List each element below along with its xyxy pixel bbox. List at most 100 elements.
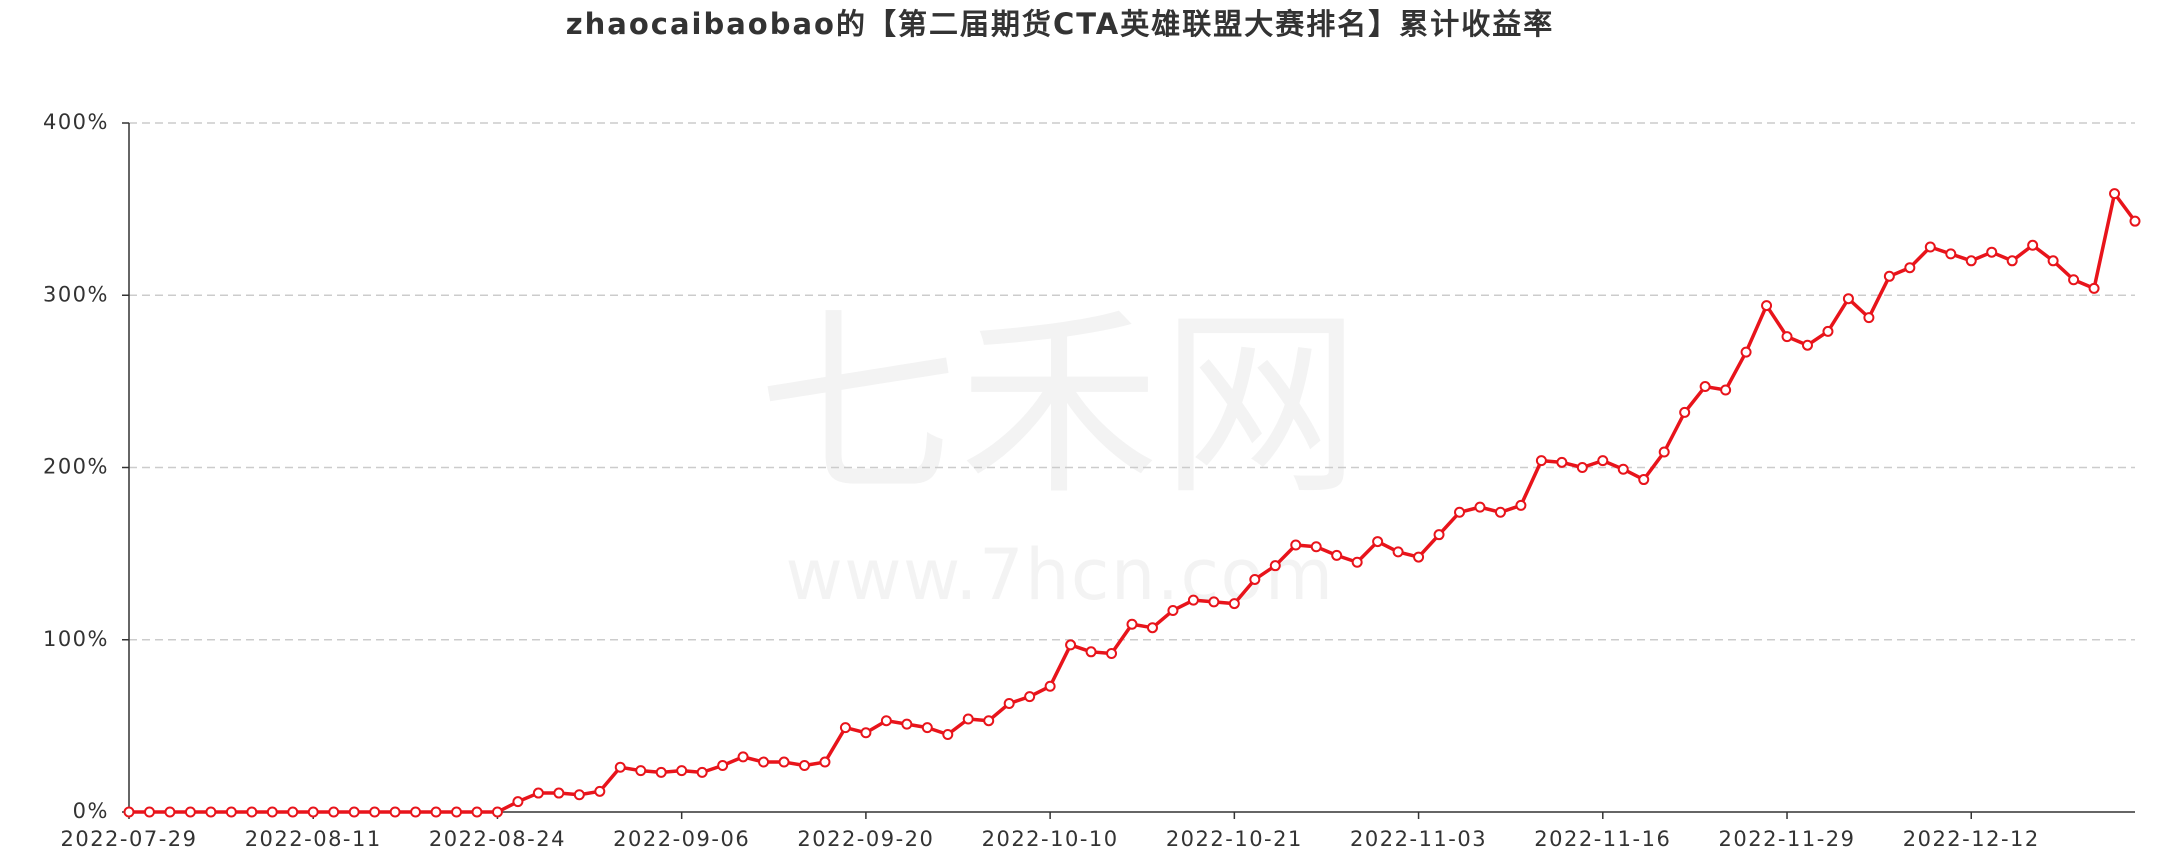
data-point (901, 718, 913, 730)
x-tick-label: 2022-09-06 (613, 827, 750, 851)
data-point (225, 806, 237, 818)
data-point (1413, 551, 1425, 563)
data-point (1556, 456, 1568, 468)
data-point (1249, 573, 1261, 585)
data-point (942, 728, 954, 740)
data-point (1494, 506, 1506, 518)
data-point (246, 806, 258, 818)
data-point (1167, 604, 1179, 616)
data-point (962, 713, 974, 725)
data-point (1761, 300, 1773, 312)
x-tick-label: 2022-10-10 (982, 827, 1119, 851)
data-point (1904, 262, 1916, 274)
data-point (880, 715, 892, 727)
data-point (1024, 691, 1036, 703)
data-point (1740, 346, 1752, 358)
data-point (717, 759, 729, 771)
data-point (205, 806, 217, 818)
data-point (123, 806, 135, 818)
data-point (1720, 384, 1732, 396)
data-point (594, 785, 606, 797)
y-tick-label: 300% (43, 282, 109, 306)
data-point (348, 806, 360, 818)
data-point (1842, 293, 1854, 305)
data-point (921, 722, 933, 734)
data-point (1126, 618, 1138, 630)
data-point (1924, 241, 1936, 253)
data-point (798, 759, 810, 771)
data-point (1535, 455, 1547, 467)
data-point (1699, 381, 1711, 393)
x-tick-label: 2022-07-29 (60, 827, 197, 851)
data-point (758, 756, 770, 768)
data-point (1965, 255, 1977, 267)
data-point (778, 756, 790, 768)
data-point (1801, 339, 1813, 351)
watermark-url: www.7hcn.com (785, 534, 1334, 616)
data-point (1617, 463, 1629, 475)
data-point (1003, 697, 1015, 709)
data-point (410, 806, 422, 818)
data-point (1187, 594, 1199, 606)
data-point (1044, 680, 1056, 692)
data-point (1228, 598, 1240, 610)
data-point (573, 789, 585, 801)
chart-title: zhaocaibaobao的【第二届期货CTA英雄联盟大赛排名】累计收益率 (566, 7, 1554, 41)
data-point (1085, 646, 1097, 658)
data-point (1945, 248, 1957, 260)
data-point (1269, 560, 1281, 572)
data-point (307, 806, 319, 818)
data-point (1310, 541, 1322, 553)
x-tick-label: 2022-08-11 (245, 827, 382, 851)
data-point (655, 766, 667, 778)
data-point (1454, 506, 1466, 518)
data-point (266, 806, 278, 818)
data-point (1433, 529, 1445, 541)
data-point (1515, 499, 1527, 511)
x-tick-label: 2022-09-20 (797, 827, 934, 851)
data-point (1679, 406, 1691, 418)
data-point (1863, 312, 1875, 324)
data-point (451, 806, 463, 818)
x-tick-label: 2022-10-21 (1166, 827, 1303, 851)
data-point (328, 806, 340, 818)
data-point (143, 806, 155, 818)
data-point (839, 722, 851, 734)
data-point (1781, 331, 1793, 343)
y-tick-label: 200% (43, 455, 109, 479)
data-point (1065, 639, 1077, 651)
data-point (2047, 255, 2059, 267)
x-tick-label: 2022-11-29 (1718, 827, 1855, 851)
data-point (1146, 622, 1158, 634)
data-point (512, 796, 524, 808)
data-point (1822, 325, 1834, 337)
data-point (2088, 282, 2100, 294)
data-point (860, 727, 872, 739)
data-point (676, 765, 688, 777)
y-tick-label: 100% (43, 627, 109, 651)
data-point (635, 765, 647, 777)
y-tick-label: 400% (43, 110, 109, 134)
data-point (2006, 255, 2018, 267)
data-point (1576, 462, 1588, 473)
data-point (553, 787, 565, 799)
data-point (184, 806, 196, 818)
data-point (1351, 556, 1363, 568)
data-point (532, 787, 544, 799)
data-point (614, 761, 626, 773)
data-point (389, 806, 401, 818)
x-tick-label: 2022-12-12 (1903, 827, 2040, 851)
data-point (1106, 648, 1118, 660)
watermark: 七禾网 (758, 290, 1363, 523)
data-point (1372, 536, 1384, 548)
data-point (1208, 596, 1220, 608)
data-point (1658, 446, 1670, 458)
data-point (2129, 215, 2141, 227)
data-point (430, 806, 442, 818)
data-point (1392, 546, 1404, 558)
data-point (737, 751, 749, 763)
data-point (2027, 239, 2039, 251)
data-point (1290, 539, 1302, 551)
data-point (1474, 501, 1486, 513)
